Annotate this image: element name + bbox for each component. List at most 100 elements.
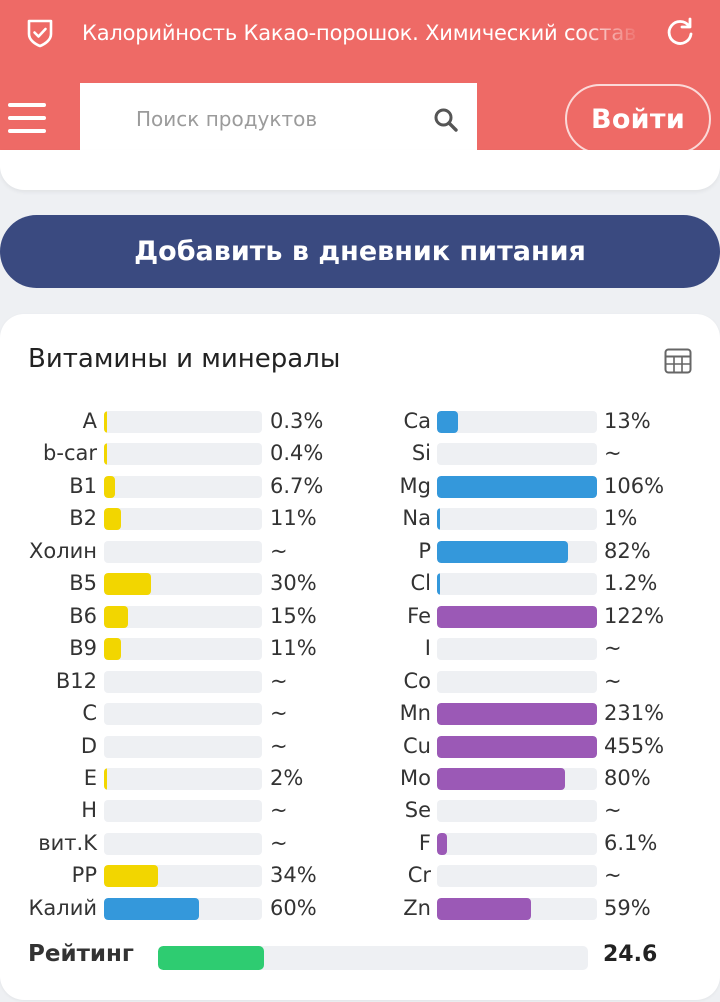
nutrient-row: Cr ~ [0,862,720,888]
nutrient-row: B12 ~ [0,668,720,694]
nutrient-bar [437,833,597,855]
nutrient-label: вит.K [38,831,97,855]
refresh-icon[interactable] [664,16,696,48]
nutrient-value: ~ [604,863,622,887]
nutrient-bar-fill [104,573,152,595]
nutrient-row: Cu 455% [0,733,720,759]
nutrient-bar [104,476,262,498]
nutrient-row: PP 34% [0,862,720,888]
nutrient-label: I [424,636,431,660]
nutrient-label: Mo [400,766,431,790]
nutrient-bar [437,508,597,530]
nutrient-label: B1 [69,474,97,498]
nutrient-bar [104,833,262,855]
nutrient-value: 0.3% [270,409,324,433]
nutrient-value: ~ [270,831,288,855]
nutrient-value: ~ [604,636,622,660]
nutrient-row: Cl 1.2% [0,570,720,596]
nutrient-row: A 0.3% [0,408,720,434]
nutrient-bar-fill [104,865,158,887]
page-title: Калорийность Какао-порошок. Химический с… [82,21,637,45]
nutrient-bar [104,541,262,563]
nutrient-bar-fill [437,508,440,530]
search-icon[interactable] [433,107,459,133]
nutrient-label: B5 [69,571,97,595]
nutrient-row: Fe 122% [0,603,720,629]
nutrient-row: Mo 80% [0,765,720,791]
nutrient-label: Ca [403,409,431,433]
rating-bar [158,946,588,970]
nutrient-bar-fill [437,541,569,563]
table-icon[interactable] [664,348,692,374]
nutrient-label: Калий [28,896,98,920]
nutrient-row: B1 6.7% [0,473,720,499]
nutrient-bar-fill [104,476,115,498]
nutrient-bar [437,411,597,433]
add-to-diary-button[interactable]: Добавить в дневник питания [0,215,720,288]
nutrient-value: ~ [270,539,288,563]
nutrient-bar-fill [104,443,107,465]
rating-label: Рейтинг [28,941,134,967]
nutrient-value: ~ [604,669,622,693]
nutrient-row: Калий 60% [0,895,720,921]
nutrient-label: D [80,734,97,758]
search-box[interactable] [80,83,477,155]
nutrient-value: ~ [604,798,622,822]
nutrient-value: 231% [604,701,665,725]
nutrient-row: E 2% [0,765,720,791]
nutrient-bar-fill [104,508,122,530]
nutrient-row: I ~ [0,635,720,661]
nutrient-value: ~ [270,701,288,725]
nutrient-row: Zn 59% [0,895,720,921]
nutrient-bar [437,573,597,595]
nutrient-label: B6 [69,604,97,628]
nutrient-bar [437,606,597,628]
nutrient-bar-fill [104,898,199,920]
nutrient-bar-fill [104,638,122,660]
nutrient-bar-fill [104,768,108,790]
nutrient-value: 11% [270,506,317,530]
top-bar: Калорийность Какао-порошок. Химический с… [0,0,720,166]
nutrient-label: Si [411,441,431,465]
nutrient-value: 1.2% [604,571,658,595]
nutrient-label: Fe [407,604,431,628]
shield-check-icon [27,19,53,48]
nutrient-row: B6 15% [0,603,720,629]
nutrient-value: 59% [604,896,651,920]
nutrient-bar [104,508,262,530]
nutrient-row: Co ~ [0,668,720,694]
nutrient-value: 30% [270,571,317,595]
nutrient-row: вит.K ~ [0,830,720,856]
nutrient-bar-fill [437,768,565,790]
nutrient-value: ~ [270,734,288,758]
nutrient-value: 122% [604,604,665,628]
nutrient-label: Cu [403,734,431,758]
nutrient-label: PP [71,863,97,887]
search-input[interactable] [80,83,420,155]
menu-icon[interactable] [8,101,46,135]
nutrient-bar-fill [104,606,128,628]
nutrient-label: E [83,766,97,790]
nutrient-label: Mn [399,701,431,725]
nutrient-value: 2% [270,766,304,790]
nutrient-label: Se [404,798,431,822]
nutrient-row: B9 11% [0,635,720,661]
nutrient-bar [437,736,597,758]
nutrient-row: B5 30% [0,570,720,596]
nutrient-value: 6.1% [604,831,658,855]
nutrient-row: Mg 106% [0,473,720,499]
nutrient-label: Холин [28,539,97,563]
nutrient-row: Na 1% [0,505,720,531]
nutrient-value: 34% [270,863,317,887]
nutrient-bar-fill [437,606,597,628]
nutrient-bar [437,541,597,563]
nutrient-bar [437,638,597,660]
nutrient-label: B12 [55,669,97,693]
nutrient-label: B9 [69,636,97,660]
nutrient-value: 0.4% [270,441,324,465]
nutrient-label: B2 [69,506,97,530]
nutrient-bar [104,411,262,433]
login-button[interactable]: Войти [565,84,711,154]
nutrient-value: 106% [604,474,665,498]
nutrient-bar [437,443,597,465]
